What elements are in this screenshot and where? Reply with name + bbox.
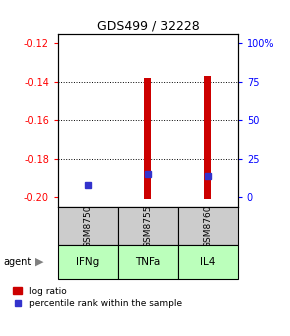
- Bar: [58, 245, 118, 279]
- Bar: [118, 245, 178, 279]
- Bar: [178, 207, 238, 245]
- Bar: [118, 207, 178, 245]
- Text: IL4: IL4: [200, 257, 215, 267]
- Text: ▶: ▶: [35, 257, 44, 267]
- Bar: [144, 78, 151, 199]
- Legend: log ratio, percentile rank within the sample: log ratio, percentile rank within the sa…: [13, 287, 183, 308]
- Text: agent: agent: [3, 257, 31, 267]
- Bar: [178, 245, 238, 279]
- Text: IFNg: IFNg: [76, 257, 99, 267]
- Text: TNFa: TNFa: [135, 257, 161, 267]
- Title: GDS499 / 32228: GDS499 / 32228: [97, 19, 199, 33]
- Text: GSM8755: GSM8755: [143, 204, 153, 248]
- Text: GSM8750: GSM8750: [84, 204, 93, 248]
- Bar: [204, 76, 211, 199]
- Bar: [58, 207, 118, 245]
- Text: GSM8760: GSM8760: [203, 204, 212, 248]
